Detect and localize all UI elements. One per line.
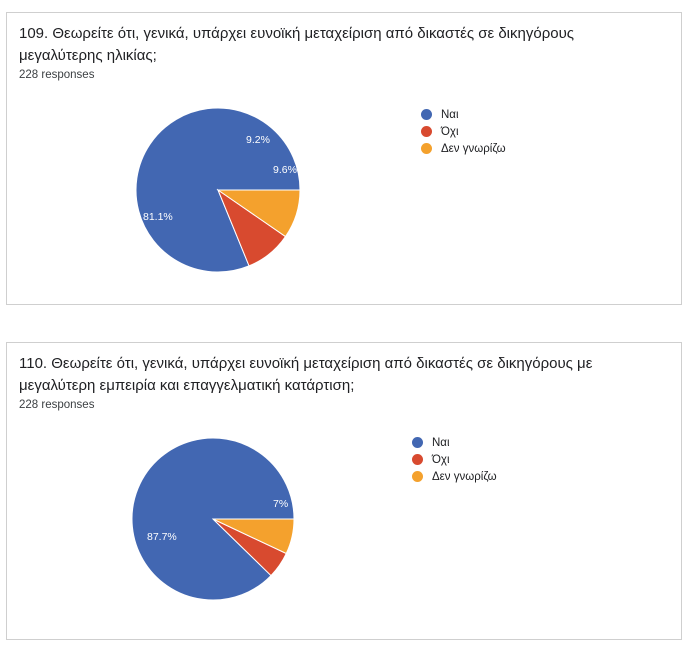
legend-swatch: [421, 126, 432, 137]
legend-item-nai: Ναι: [412, 434, 497, 451]
legend-label: Όχι: [441, 125, 459, 138]
legend-label: Όχι: [432, 453, 450, 466]
legend-label: Δεν γνωρίζω: [432, 470, 497, 483]
question-title: 110. Θεωρείτε ότι, γενικά, υπάρχει ευνοϊ…: [19, 355, 593, 394]
pie-chart: 87.7% 7%: [131, 437, 295, 601]
slice-label-ochi: 9.2%: [246, 134, 270, 146]
legend-item-nai: Ναι: [421, 106, 506, 123]
legend-item-den-gnorizo: Δεν γνωρίζω: [421, 140, 506, 157]
slice-label-den-gnorizo: 7%: [273, 498, 288, 510]
pie-slice-den-gnorizo: [216, 189, 301, 238]
slice-label-nai: 81.1%: [143, 211, 173, 223]
legend-item-ochi: Όχι: [421, 123, 506, 140]
legend-item-den-gnorizo: Δεν γνωρίζω: [412, 468, 497, 485]
question-card-110: 110. Θεωρείτε ότι, γενικά, υπάρχει ευνοϊ…: [6, 342, 682, 640]
response-count: 228 responses: [19, 69, 95, 81]
legend-swatch: [421, 109, 432, 120]
legend-swatch: [421, 143, 432, 154]
question-title: 109. Θεωρείτε ότι, γενικά, υπάρχει ευνοϊ…: [19, 25, 574, 64]
chart-legend: Ναι Όχι Δεν γνωρίζω: [421, 106, 506, 157]
pie-chart: 81.1% 9.2% 9.6%: [135, 107, 301, 273]
legend-swatch: [412, 437, 423, 448]
slice-label-den-gnorizo: 9.6%: [273, 164, 297, 176]
chart-legend: Ναι Όχι Δεν γνωρίζω: [412, 434, 497, 485]
pie-slice-den-gnorizo: [212, 518, 295, 555]
question-card-109: 109. Θεωρείτε ότι, γενικά, υπάρχει ευνοϊ…: [6, 12, 682, 305]
legend-swatch: [412, 471, 423, 482]
response-count: 228 responses: [19, 399, 95, 411]
legend-label: Ναι: [432, 436, 450, 449]
legend-swatch: [412, 454, 423, 465]
legend-label: Δεν γνωρίζω: [441, 142, 506, 155]
legend-item-ochi: Όχι: [412, 451, 497, 468]
legend-label: Ναι: [441, 108, 459, 121]
slice-label-nai: 87.7%: [147, 531, 177, 543]
